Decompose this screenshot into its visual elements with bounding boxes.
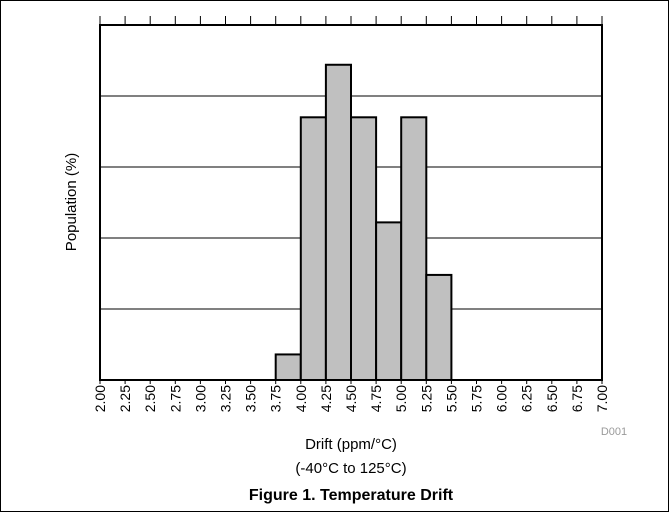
x-tick-label: 4.50	[343, 385, 359, 412]
histogram-bar	[425, 273, 453, 382]
histogram-bar	[350, 116, 378, 382]
x-tick-label: 6.25	[519, 385, 535, 412]
x-tick-label: 6.00	[494, 385, 510, 412]
ticks	[99, 16, 603, 384]
x-tick-label: 6.75	[569, 385, 585, 412]
x-tick-labels: 2.00 2.25 2.50 2.75 3.00 3.25 3.50 3.75 4.00 4.25…	[92, 385, 610, 412]
x-tick-label: 5.50	[443, 385, 459, 412]
x-tick-label: 4.25	[318, 385, 334, 412]
x-tick-label: 7.00	[594, 385, 610, 412]
x-tick-label: 5.75	[469, 385, 485, 412]
x-tick-label: 4.00	[293, 385, 309, 412]
x-tick-label: 5.00	[393, 385, 409, 412]
x-tick-label: 3.75	[268, 385, 284, 412]
x-tick-label: 2.00	[92, 385, 108, 412]
x-tick-label: 3.00	[192, 385, 208, 412]
x-tick-label: 5.25	[418, 385, 434, 412]
x-tick-label: 3.25	[218, 385, 234, 412]
x-tick-label: 4.75	[368, 385, 384, 412]
histogram-bar	[274, 353, 302, 382]
bars	[274, 63, 453, 382]
x-axis-sublabel: (-40°C to 125°C)	[295, 460, 406, 477]
x-axis-label: Drift (ppm/°C)	[305, 436, 397, 453]
histogram-bar	[375, 221, 403, 381]
x-tick-label: 3.50	[243, 385, 259, 412]
histogram-bar	[400, 116, 428, 382]
x-tick-label: 6.50	[544, 385, 560, 412]
histogram-bar	[324, 63, 352, 381]
x-tick-label: 2.50	[142, 385, 158, 412]
x-tick-label: 2.75	[167, 385, 183, 412]
figure-caption: Figure 1. Temperature Drift	[249, 487, 454, 504]
y-axis-label: Population (%)	[63, 153, 80, 251]
x-tick-label: 2.25	[117, 385, 133, 412]
figure-id: D001	[601, 426, 627, 438]
histogram-bar	[299, 116, 327, 382]
